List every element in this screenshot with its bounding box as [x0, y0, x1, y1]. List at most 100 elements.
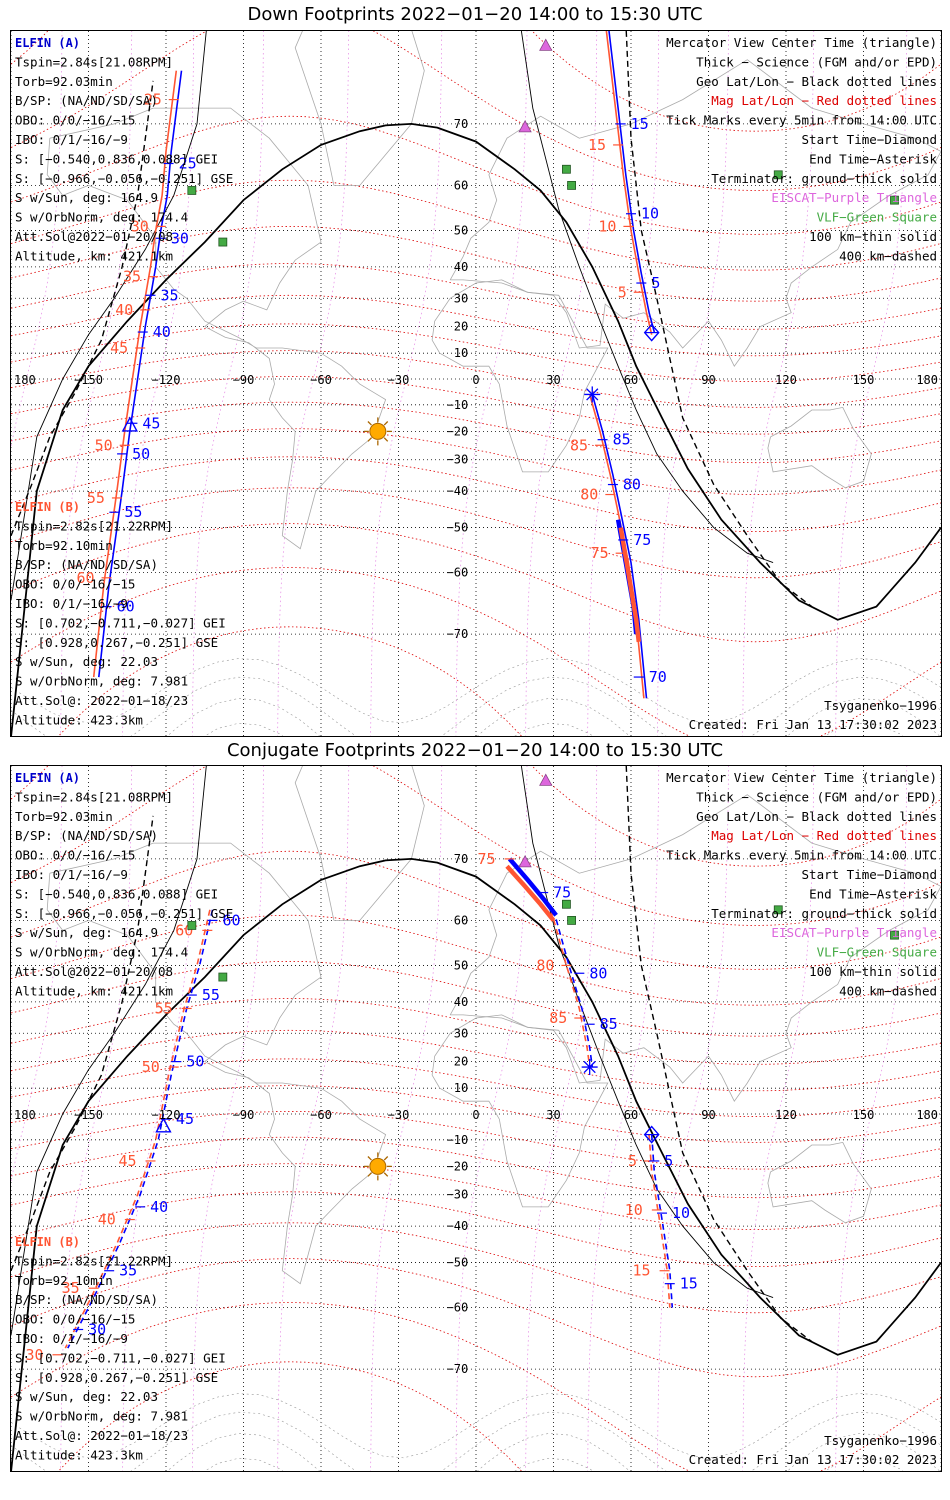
mag-parallel: [11, 263, 941, 330]
elfin-b-info-line: Altitude: 423.3km: [15, 712, 143, 727]
lat-tick-label: 50: [454, 223, 468, 237]
elfin-b-info-line: B/SP: (NA/ND/SD/SA): [15, 1292, 158, 1307]
elfin-a-info-line: IBO: 0/1/−16/−9: [15, 132, 128, 147]
legend-line: Mercator View Center Time (triangle): [666, 770, 937, 785]
elfin-a-info-line: Torb=92.03min: [15, 809, 113, 824]
tick-label: 75: [478, 850, 496, 868]
elfin-b-info-line: S: [0.702,−0.711,−0.027] GEI: [15, 615, 226, 630]
terminator-400km: [625, 31, 813, 608]
tick-label: 60: [223, 911, 241, 929]
tick-label: 80: [623, 476, 641, 494]
mag-meridian: [277, 31, 350, 736]
tick-label: 60: [77, 569, 95, 587]
lat-tick-label: 20: [454, 320, 468, 334]
elfin-a-info-line: Altitude, km: 421.1km: [15, 983, 173, 998]
orbit-track-a: [591, 394, 648, 699]
elfin-a-info-line: Tspin=2.84s[21.08RPM]: [15, 54, 173, 69]
tick-label: 45: [110, 339, 128, 357]
lon-tick-label: 180: [14, 373, 36, 387]
down-footprints-panel: 25 25 30 30 35 35 40 40 45 45 50 50 55 55 60 60 15 15 10 10…: [10, 30, 942, 737]
lat-tick-label: −40: [447, 1219, 469, 1233]
legend-line: EISCAT−Purple Triangle: [771, 925, 937, 940]
elfin-b-info-line: Torb=92.10min: [15, 1273, 113, 1288]
elfin-b-info-line: S w/OrbNorm, deg: 7.981: [15, 1409, 188, 1424]
tick-label: 10: [672, 1204, 690, 1222]
elfin-b-info-line: Altitude: 423.3km: [15, 1447, 143, 1462]
antarctic-contour: [11, 676, 941, 736]
lon-tick-label: 180: [916, 373, 938, 387]
view-center-triangle: [155, 1117, 172, 1133]
legend-line: Tick Marks every 5min from 14:00 UTC: [666, 113, 937, 128]
mag-meridian: [60, 766, 133, 1471]
sun-ray: [383, 1156, 389, 1161]
mag-parallel: [11, 766, 941, 867]
mag-parallel: [11, 1110, 941, 1170]
elfin-a-info-line: S: [−0.540,0.836,0.088] GEI: [15, 151, 218, 166]
elfin-a-info-line: S w/Sun, deg: 164.9: [15, 925, 158, 940]
eiscat-triangle: [518, 855, 532, 868]
vlf-square: [562, 164, 571, 174]
lat-tick-label: −20: [447, 1159, 469, 1173]
coastline: [46, 107, 387, 550]
elfin-a-info-line: ELFIN (A): [15, 771, 80, 785]
vlf-square: [187, 186, 197, 195]
tick-label: 40: [98, 1211, 116, 1229]
legend-line: Terminator: ground−thick solid: [711, 906, 937, 921]
tick-label: 40: [153, 323, 171, 341]
lat-tick-label: 70: [454, 117, 468, 131]
mag-meridian: [455, 766, 528, 1471]
elfin-a-info-line: OBO: 0/0/−16/−15: [15, 113, 135, 128]
lat-tick-label: −20: [447, 424, 469, 438]
tick-label: 35: [123, 268, 141, 286]
tick-label: 10: [625, 1201, 643, 1219]
view-center-triangle: [121, 416, 139, 432]
tick-label: 50: [186, 1053, 204, 1071]
elfin-a-info-line: S w/OrbNorm, deg: 174.4: [15, 945, 188, 960]
mag-meridian: [525, 766, 598, 1471]
mag-parallel: [11, 1302, 941, 1471]
vlf-square: [187, 921, 197, 930]
lat-tick-label: −30: [447, 1188, 469, 1202]
elfin-b-info-line: Att.Sol@: 2022−01−18/23: [15, 693, 188, 708]
elfin-b-info-line: ELFIN (B): [15, 500, 80, 514]
lon-tick-label: 150: [853, 373, 875, 387]
sun-ray: [383, 437, 389, 442]
mag-meridian: [742, 31, 815, 736]
mag-parallel: [11, 1058, 941, 1118]
mag-parallel: [11, 998, 941, 1065]
mag-parallel: [11, 323, 941, 383]
terminator-ground: [11, 857, 941, 1471]
lon-tick-label: 30: [546, 1108, 560, 1122]
tick-label: 75: [591, 544, 609, 562]
lon-tick-label: −30: [388, 1108, 410, 1122]
lon-tick-label: 150: [853, 1108, 875, 1122]
lat-tick-label: 40: [454, 260, 468, 274]
legend-line: Geo Lat/Lon − Black dotted lines: [696, 74, 937, 89]
legend-line: Start Time−Diamond: [802, 132, 937, 147]
mag-parallel: [11, 1163, 941, 1230]
vlf-square: [567, 916, 576, 925]
mag-meridian: [192, 766, 264, 1471]
mag-parallel: [11, 487, 941, 579]
panel-2-title: Conjugate Footprints 2022−01−20 14:00 to…: [226, 740, 724, 761]
tick-label: 35: [119, 1262, 137, 1280]
model-label: Tsyganenko−1996: [824, 1433, 937, 1448]
tick-label: 40: [150, 1198, 168, 1216]
elfin-a-info-line: Torb=92.03min: [15, 74, 113, 89]
lon-tick-label: 90: [701, 373, 715, 387]
model-label: Tsyganenko−1996: [824, 698, 937, 713]
elfin-a-info-line: Altitude, km: 421.1km: [15, 248, 173, 263]
elfin-b-info-line: Att.Sol@: 2022−01−18/23: [15, 1428, 188, 1443]
tick-label: 25: [144, 91, 162, 109]
tick-label: 30: [88, 1320, 106, 1338]
tick-label: 15: [633, 1262, 651, 1280]
tick-label: 50: [95, 436, 113, 454]
elfin-a-info-line: S: [−0.540,0.836,0.088] GEI: [15, 886, 218, 901]
tick-label: 50: [142, 1058, 160, 1076]
terminator-400km: [11, 815, 154, 1271]
elfin-b-info-line: OBO: 0/0/−16/−15: [15, 577, 135, 592]
lon-tick-label: 0: [472, 373, 479, 387]
lon-tick-label: −120: [152, 373, 181, 387]
tick-label: 5: [664, 1152, 673, 1170]
